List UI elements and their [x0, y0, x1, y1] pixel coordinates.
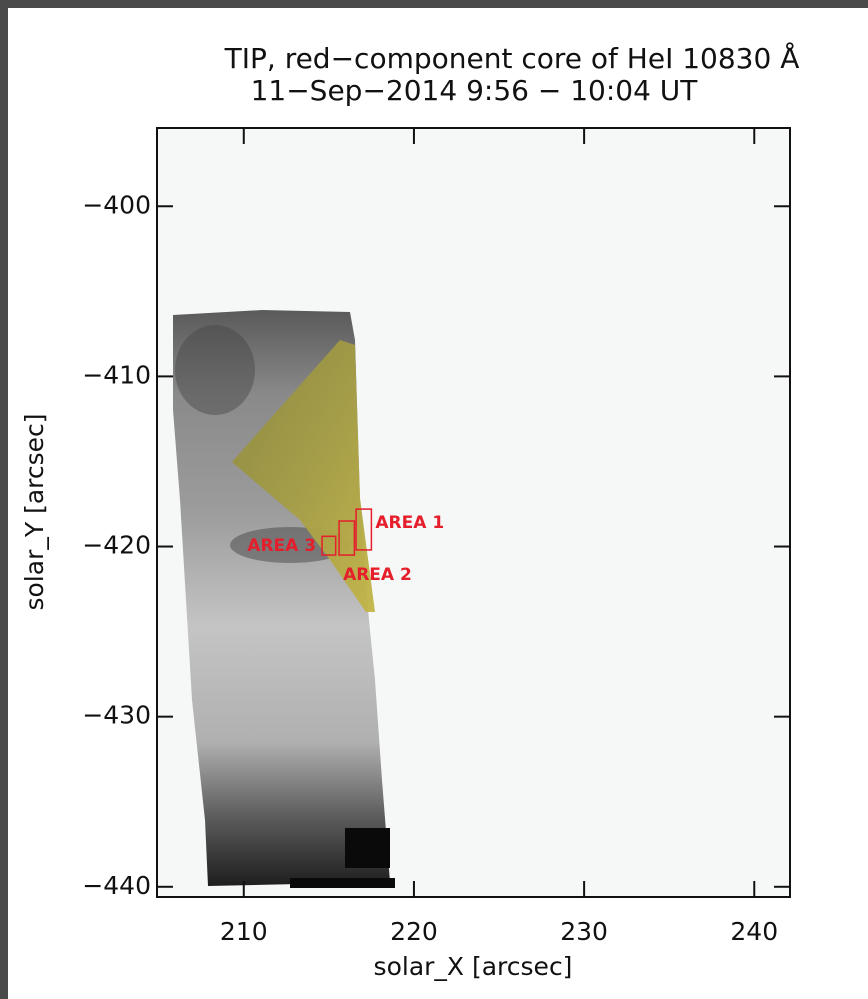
y-tick-label: −440 — [82, 871, 151, 900]
area-label: AREA 3 — [247, 536, 316, 556]
area-box — [321, 535, 337, 556]
area-box — [338, 520, 356, 556]
x-axis-label: solar_X [arcsec] — [374, 952, 573, 981]
area-label: AREA 2 — [343, 565, 412, 585]
y-tick-label: −410 — [82, 360, 151, 389]
plot-frame — [156, 127, 791, 898]
x-tick-label: 210 — [220, 917, 268, 946]
area-label: AREA 1 — [375, 513, 444, 533]
area-box — [355, 508, 373, 551]
solar-image — [173, 310, 395, 888]
x-tick-label: 220 — [390, 917, 438, 946]
chart-subtitle: 11−Sep−2014 9:56 − 10:04 UT — [251, 74, 699, 107]
y-axis-label: solar_Y [arcsec] — [20, 413, 49, 610]
y-tick-label: −420 — [82, 531, 151, 560]
x-tick-label: 240 — [730, 917, 778, 946]
x-tick-label: 230 — [560, 917, 608, 946]
chart-title: TIP, red−component core of HeI 10830 Å — [224, 41, 800, 75]
y-tick-label: −430 — [82, 701, 151, 730]
y-tick-label: −400 — [82, 190, 151, 219]
